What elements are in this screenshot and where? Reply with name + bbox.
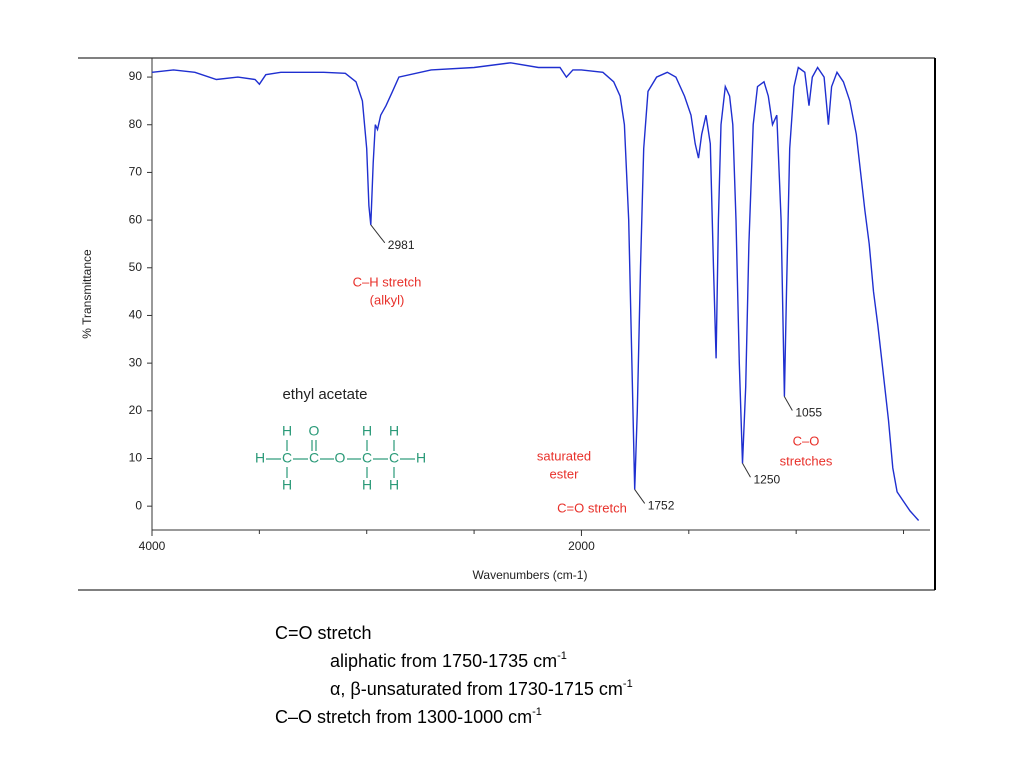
annotation: C–O [793,433,820,448]
atom: C [362,450,372,466]
atom: H [362,423,372,439]
y-tick-label: 0 [135,498,142,512]
y-tick-label: 20 [129,403,143,417]
leader-line [783,396,793,411]
x-axis-label: Wavenumbers (cm-1) [473,568,588,582]
atom: C [309,450,319,466]
atom: O [335,450,346,466]
x-tick-label: 4000 [139,539,166,553]
annotation: ester [550,466,580,481]
atom: H [282,423,292,439]
note-sup: -1 [623,678,633,690]
y-tick-label: 80 [129,117,143,131]
note: aliphatic from 1750-1735 cm-1 [330,650,567,671]
atom: O [309,423,320,439]
annotation: (alkyl) [370,292,405,307]
note-sup: -1 [557,650,567,662]
note-text: C=O stretch [275,623,372,643]
peak-label: 1250 [753,472,780,486]
annotation: saturated [537,448,591,463]
leader-line [742,463,751,478]
note: α, β-unsaturated from 1730-1715 cm-1 [330,678,633,699]
atom: H [362,477,372,493]
note: C=O stretch [275,623,372,643]
note-text: α, β-unsaturated from 1730-1715 cm [330,679,623,699]
atom: H [389,477,399,493]
annotation: C–H stretch [353,274,422,289]
atom: H [416,450,426,466]
y-tick-label: 90 [129,69,143,83]
atom: H [389,423,399,439]
peak-label: 1055 [795,406,822,420]
annotation: ethyl acetate [282,386,367,403]
peak-label: 1752 [648,499,675,513]
atom: H [282,477,292,493]
y-tick-label: 60 [129,212,143,226]
y-tick-label: 30 [129,355,143,369]
spectrum-line [151,62,920,521]
molecule-bonds [266,440,415,478]
note-sup: -1 [532,706,542,718]
annotation: stretches [780,453,833,468]
y-axis-label: % Transmittance [80,249,94,339]
y-tick-label: 10 [129,451,143,465]
atom: H [255,450,265,466]
note: C–O stretch from 1300-1000 cm-1 [275,706,542,727]
annotation: C=O stretch [557,500,627,515]
y-tick-label: 70 [129,165,143,179]
atom: C [389,450,399,466]
x-tick-label: 2000 [568,539,595,553]
leader-line [370,224,386,244]
note-text: C–O stretch from 1300-1000 cm [275,707,532,727]
leader-line [634,489,646,504]
atom: C [282,450,292,466]
note-text: aliphatic from 1750-1735 cm [330,651,557,671]
y-tick-label: 40 [129,308,143,322]
y-tick-label: 50 [129,260,143,274]
peak-label: 2981 [388,238,415,252]
